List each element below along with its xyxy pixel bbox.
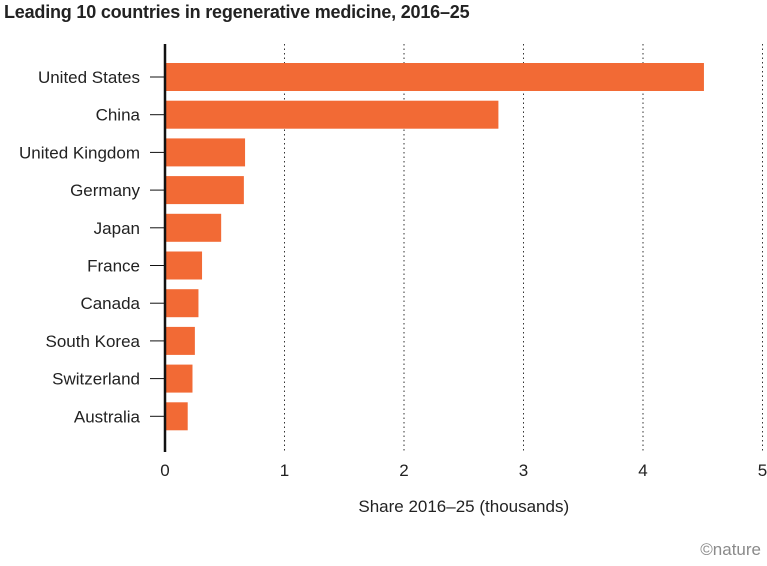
- category-label: Australia: [74, 407, 141, 426]
- nature-logo: ©nature: [700, 540, 761, 559]
- x-axis-label: Share 2016–25 (thousands): [358, 497, 569, 516]
- category-label: China: [96, 106, 141, 125]
- category-label: Japan: [94, 219, 140, 238]
- bar-australia: [165, 402, 188, 431]
- x-tick-labels: 0 1 2 3 4 5: [160, 461, 767, 480]
- x-tick-label: 2: [399, 461, 408, 480]
- bar-canada: [165, 289, 199, 318]
- x-tick-label: 0: [160, 461, 169, 480]
- category-label: Canada: [80, 294, 140, 313]
- bar-china: [165, 100, 499, 129]
- bar-switzerland: [165, 364, 193, 393]
- category-label: South Korea: [45, 332, 140, 351]
- category-label: United Kingdom: [19, 143, 140, 162]
- bar-germany: [165, 176, 244, 205]
- bar-japan: [165, 213, 222, 242]
- category-label: Switzerland: [52, 370, 140, 389]
- category-label: France: [87, 257, 140, 276]
- bars: [165, 63, 704, 431]
- bar-united-states: [165, 63, 704, 91]
- x-tick-label: 5: [758, 461, 767, 480]
- x-tick-label: 1: [280, 461, 289, 480]
- category-labels: United States China United Kingdom Germany J…: [19, 68, 165, 426]
- category-label: United States: [38, 68, 140, 87]
- bar-south-korea: [165, 326, 195, 355]
- chart-title: Leading 10 countries in regenerative med…: [4, 2, 470, 22]
- category-label: Germany: [70, 181, 140, 200]
- x-tick-label: 4: [638, 461, 647, 480]
- bar-france: [165, 251, 203, 280]
- bar-united-kingdom: [165, 138, 246, 167]
- x-tick-label: 3: [519, 461, 528, 480]
